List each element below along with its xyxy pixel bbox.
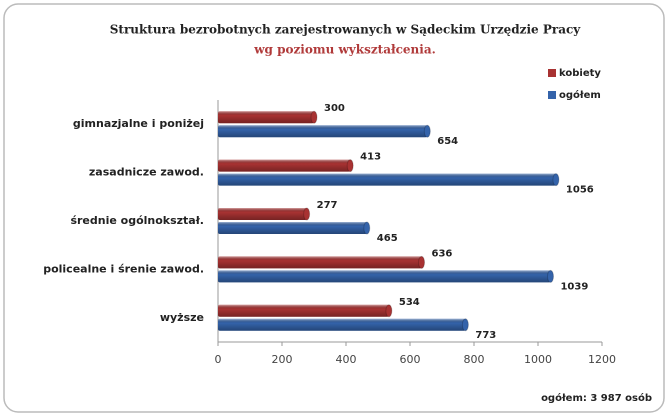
bar-cap: [385, 304, 393, 318]
data-label: 277: [317, 200, 338, 211]
bar-cap: [461, 318, 469, 332]
legend-label: ogółem: [559, 89, 601, 101]
chart-frame: [3, 3, 665, 413]
bar-shade: [218, 270, 551, 283]
annotation: ogółem: 3 987 osób: [541, 392, 652, 404]
bar-cap: [546, 269, 554, 283]
y-tick-label: policealne i śrenie zawod.: [43, 262, 204, 275]
data-label: 773: [475, 330, 496, 341]
data-label: 654: [437, 136, 458, 147]
x-tick-label: 1000: [524, 353, 552, 366]
bar-shade: [218, 208, 307, 220]
bar-shade: [218, 125, 428, 138]
x-tick-label: 800: [464, 353, 485, 366]
legend-swatch: [548, 69, 556, 77]
bar-shade: [218, 222, 367, 234]
bar-shade: [218, 318, 466, 331]
y-tick-label: średnie ogólnokształ.: [70, 214, 204, 227]
data-label: 1039: [560, 281, 588, 292]
data-label: 1056: [566, 185, 594, 196]
bar-shade: [218, 304, 389, 317]
bar-cap: [552, 173, 560, 187]
data-label: 636: [432, 248, 453, 259]
chart-title: Struktura bezrobotnych zarejestrowanych …: [110, 23, 582, 37]
bar-shade: [218, 256, 422, 269]
bar-shade: [218, 111, 314, 124]
bar-shade: [218, 159, 351, 172]
data-label: 300: [324, 103, 345, 114]
y-tick-label: wyższe: [160, 311, 204, 324]
bar-shade: [218, 173, 556, 186]
bar-cap: [363, 221, 371, 235]
bar-cap: [418, 255, 426, 269]
x-tick-label: 400: [336, 353, 357, 366]
bar-cap: [423, 124, 431, 138]
y-tick-label: gimnazjalne i poniżej: [73, 117, 204, 130]
data-label: 465: [377, 233, 398, 244]
bar-cap: [303, 207, 311, 221]
x-tick-label: 0: [215, 353, 222, 366]
legend-label: kobiety: [559, 68, 601, 79]
x-tick-label: 200: [272, 353, 293, 366]
y-tick-label: zasadnicze zawod.: [89, 166, 204, 179]
data-label: 413: [360, 152, 381, 163]
bar-cap: [310, 110, 318, 124]
chart-subtitle: wg poziomu wykształcenia.: [253, 43, 436, 57]
x-tick-label: 1200: [588, 353, 616, 366]
bar-cap: [346, 159, 354, 173]
legend-swatch: [548, 91, 556, 99]
x-tick-label: 600: [400, 353, 421, 366]
data-label: 534: [399, 297, 420, 308]
